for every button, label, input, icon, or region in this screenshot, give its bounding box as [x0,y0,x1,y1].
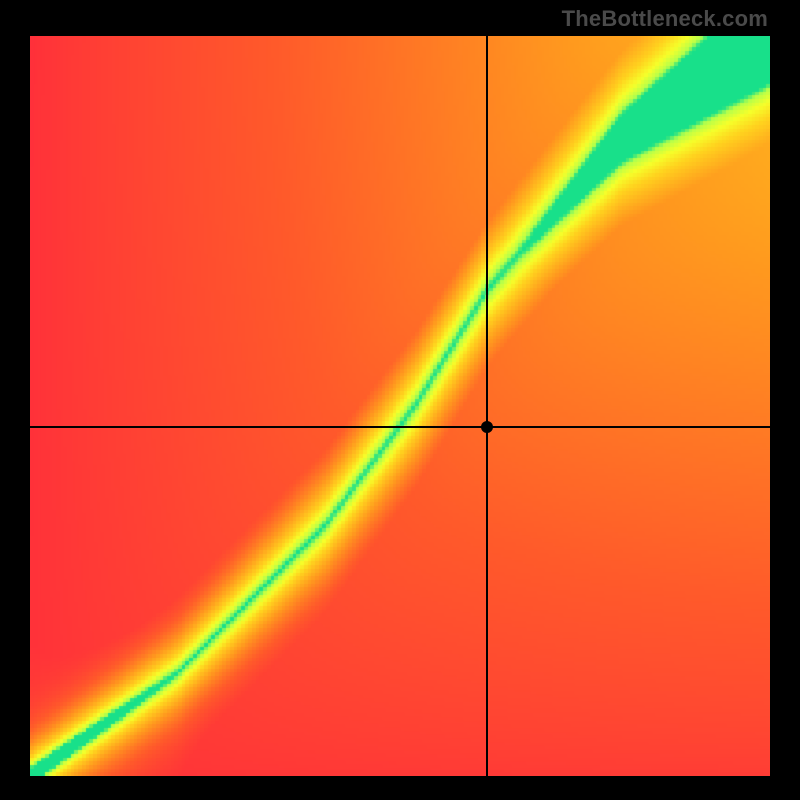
crosshair-marker [481,421,493,433]
heatmap-plot [30,36,770,776]
attribution-text: TheBottleneck.com [562,6,768,32]
crosshair-horizontal [30,426,770,428]
heatmap-canvas [30,36,770,776]
crosshair-vertical [486,36,488,776]
